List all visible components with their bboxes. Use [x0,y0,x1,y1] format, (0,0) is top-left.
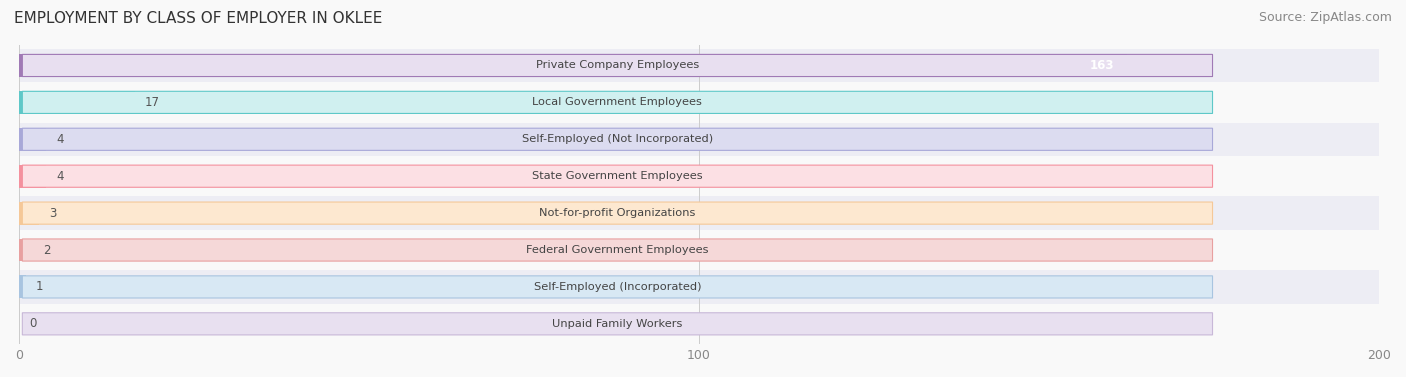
Bar [20,159,1379,193]
Text: Unpaid Family Workers: Unpaid Family Workers [553,319,683,329]
Bar [20,123,1379,156]
Text: Source: ZipAtlas.com: Source: ZipAtlas.com [1258,11,1392,24]
FancyBboxPatch shape [22,165,1212,187]
Text: 17: 17 [145,96,160,109]
FancyBboxPatch shape [22,313,1212,335]
Text: Self-Employed (Not Incorporated): Self-Employed (Not Incorporated) [522,134,713,144]
Text: Local Government Employees: Local Government Employees [533,97,703,107]
FancyBboxPatch shape [22,54,1212,77]
Bar [20,307,1379,340]
Text: 0: 0 [30,317,37,330]
Text: 3: 3 [49,207,58,220]
Bar [20,128,46,151]
Text: Not-for-profit Organizations: Not-for-profit Organizations [540,208,696,218]
Bar [20,86,1379,119]
Text: 4: 4 [56,170,63,183]
FancyBboxPatch shape [22,276,1212,298]
Text: 1: 1 [37,280,44,293]
Bar [20,54,1128,77]
FancyBboxPatch shape [22,202,1212,224]
Bar [20,276,25,298]
FancyBboxPatch shape [22,128,1212,150]
Text: Federal Government Employees: Federal Government Employees [526,245,709,255]
Text: State Government Employees: State Government Employees [531,171,703,181]
FancyBboxPatch shape [22,239,1212,261]
Bar [20,165,46,188]
Bar [20,196,1379,230]
Bar [20,202,39,225]
Text: 163: 163 [1090,59,1114,72]
Text: Private Company Employees: Private Company Employees [536,60,699,70]
Bar [20,270,1379,303]
Bar [20,233,1379,267]
Text: 2: 2 [42,244,51,256]
Text: EMPLOYMENT BY CLASS OF EMPLOYER IN OKLEE: EMPLOYMENT BY CLASS OF EMPLOYER IN OKLEE [14,11,382,26]
Text: 4: 4 [56,133,63,146]
Text: Self-Employed (Incorporated): Self-Employed (Incorporated) [534,282,702,292]
FancyBboxPatch shape [22,91,1212,113]
Bar [20,91,135,114]
Bar [20,239,32,262]
Bar [20,49,1379,82]
